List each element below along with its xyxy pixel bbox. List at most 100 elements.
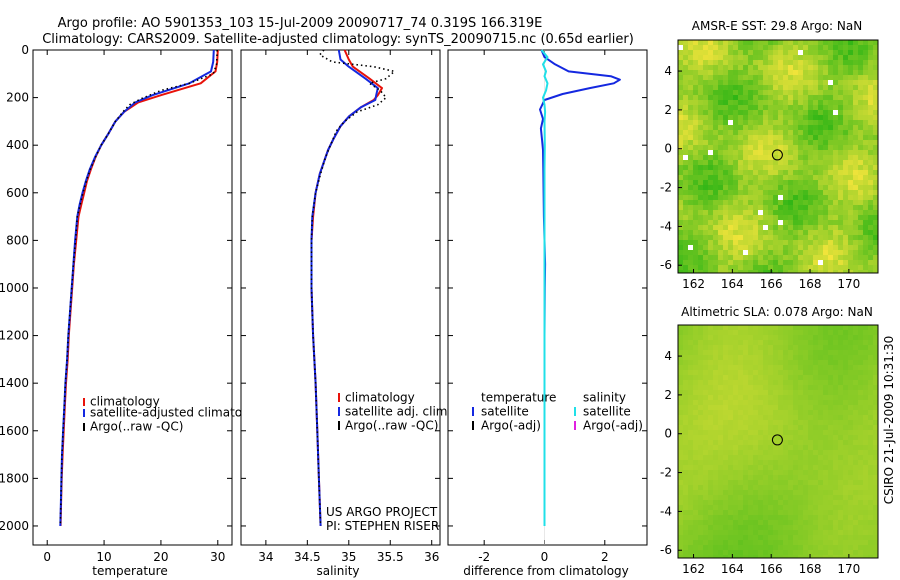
map-cell [868,130,873,135]
map-cell [753,180,758,185]
map-cell [703,65,708,70]
map-y-tick-label: -2 [660,181,672,195]
map-cell [708,155,713,160]
map-cell [728,120,733,125]
map-cell [848,355,853,360]
map-cell [833,210,838,215]
map-cell [843,510,848,515]
map-cell [858,200,863,205]
map-cell [688,510,693,515]
map-cell [758,420,763,425]
map-cell [863,455,868,460]
map-cell [813,95,818,100]
map-cell [848,365,853,370]
map-cell [853,515,858,520]
map-cell [683,200,688,205]
map-cell [758,545,763,550]
map-cell [828,165,833,170]
map-cell [788,445,793,450]
map-cell [813,185,818,190]
map-cell [823,370,828,375]
map-cell [793,525,798,530]
map-cell [833,135,838,140]
map-cell [753,395,758,400]
map-cell [723,395,728,400]
map-cell [873,430,878,435]
map-cell [713,165,718,170]
map-cell [768,500,773,505]
map-cell [843,150,848,155]
credit-stamp: CSIRO 21-Jul-2009 10:31:30 [882,336,896,504]
map-cell [803,175,808,180]
map-cell [723,145,728,150]
map-cell [778,430,783,435]
map-cell [763,105,768,110]
map-cell [813,200,818,205]
map-cell [798,440,803,445]
map-cell [813,195,818,200]
map-cell [803,445,808,450]
map-cell [818,450,823,455]
map-cell [693,410,698,415]
map-cell [823,200,828,205]
map-cell [778,250,783,255]
map-y-tick-label: 4 [664,64,672,78]
map-cell [838,490,843,495]
map-cell [808,120,813,125]
map-cell [718,385,723,390]
map-cell [798,235,803,240]
map-cell [678,405,683,410]
map-cell [733,235,738,240]
map-cell [768,205,773,210]
map-cell [728,40,733,45]
map-cell [733,490,738,495]
map-cell [738,40,743,45]
map-cell [708,140,713,145]
map-cell [763,160,768,165]
temperature-lines [59,49,219,527]
map-cell [718,260,723,265]
map-cell [843,525,848,530]
map-cell [758,395,763,400]
map-cell [863,390,868,395]
map-cell [688,490,693,495]
map-cell [823,460,828,465]
map-cell [813,70,818,75]
map-cell [733,205,738,210]
map-cell [768,420,773,425]
map-cell [823,220,828,225]
map-cell [708,120,713,125]
map-cell [758,405,763,410]
map-cell [693,220,698,225]
map-cell [738,500,743,505]
map-cell [693,470,698,475]
map-cell [693,165,698,170]
map-cell [763,40,768,45]
map-cell [848,535,853,540]
map-cell [828,505,833,510]
map-cell [748,355,753,360]
map-cell [863,130,868,135]
map-cell [773,470,778,475]
map-cell [823,210,828,215]
map-cell [683,350,688,355]
map-cell [848,95,853,100]
map-cell [723,535,728,540]
map-cell [733,475,738,480]
map-cell [763,80,768,85]
map-cell [818,130,823,135]
map-cell [808,95,813,100]
map-cell [808,340,813,345]
map-cell [833,95,838,100]
map-cell [683,120,688,125]
map-cell [873,510,878,515]
map-cell [778,240,783,245]
map-cell [708,205,713,210]
map-cell [758,530,763,535]
map-cell [708,455,713,460]
map-cell [808,70,813,75]
map-cell [783,440,788,445]
map-cell [853,225,858,230]
map-cell [693,170,698,175]
map-cell [808,500,813,505]
